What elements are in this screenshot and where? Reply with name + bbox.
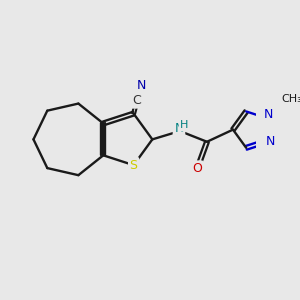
Text: N: N (174, 122, 184, 135)
Text: N: N (264, 108, 273, 121)
Text: S: S (130, 159, 138, 172)
Text: N: N (137, 79, 146, 92)
Text: N: N (266, 135, 275, 148)
Text: H: H (180, 120, 188, 130)
Text: C: C (133, 94, 142, 107)
Text: O: O (192, 162, 202, 175)
Text: CH₃: CH₃ (282, 94, 300, 104)
